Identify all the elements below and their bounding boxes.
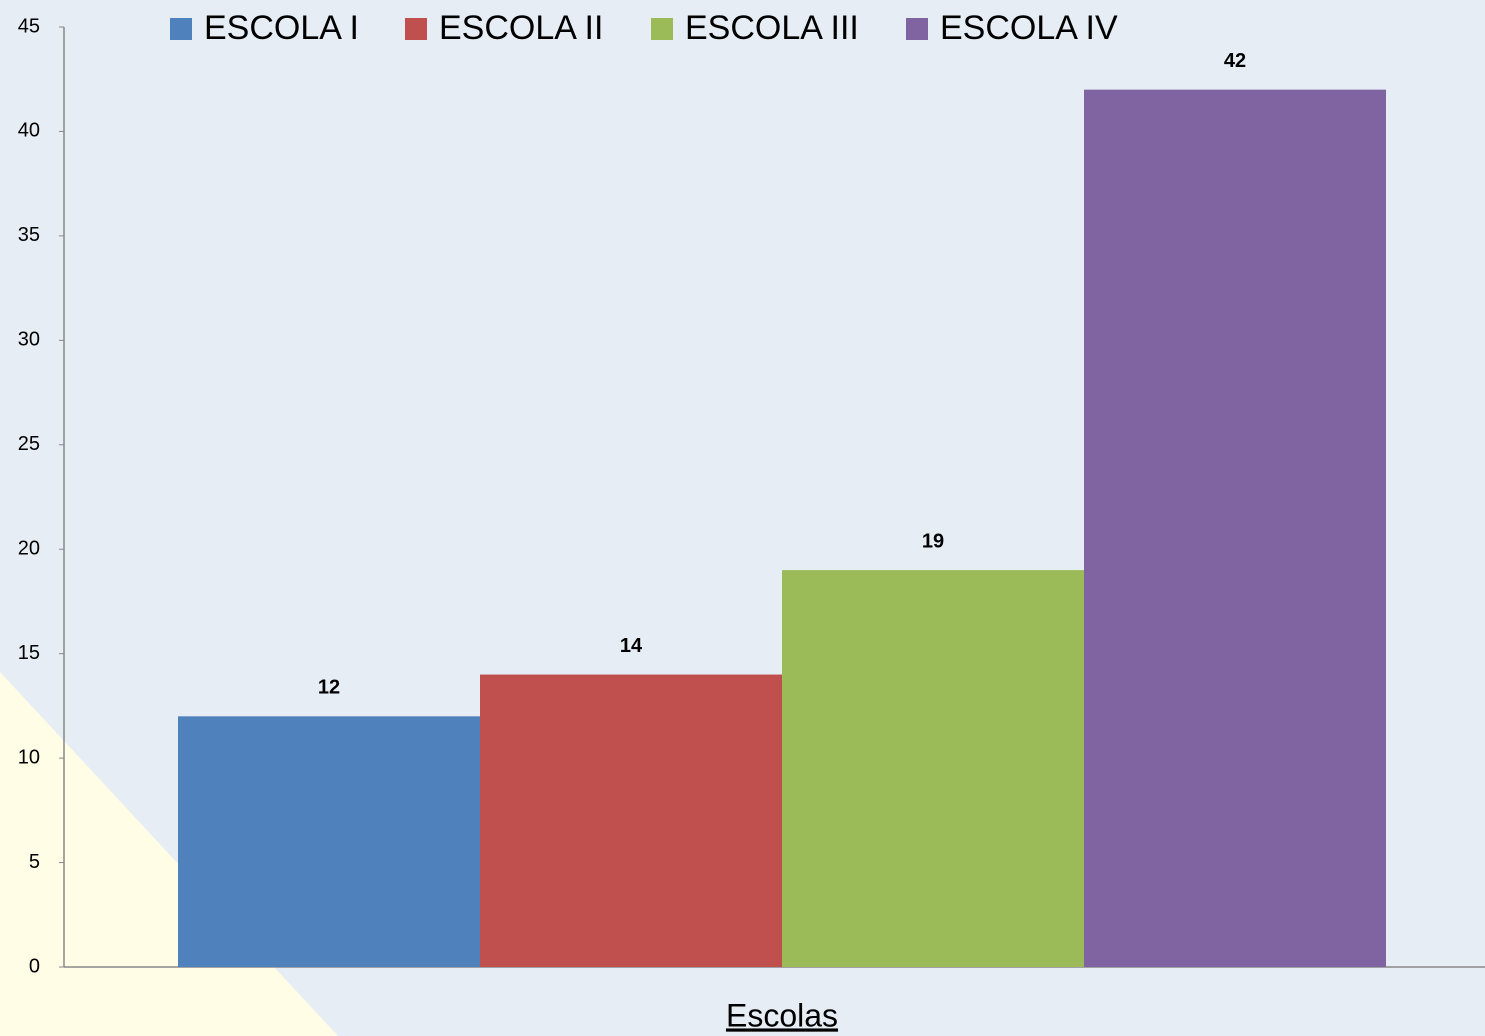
legend-label: ESCOLA I — [204, 9, 359, 47]
y-tick-label: 40 — [18, 120, 40, 142]
y-tick-label: 15 — [18, 642, 40, 664]
legend-swatch — [906, 18, 928, 40]
legend-swatch — [405, 18, 427, 40]
data-label: 12 — [318, 677, 340, 699]
legend-swatch — [170, 18, 192, 40]
legend-swatch — [651, 18, 673, 40]
y-tick-label: 45 — [18, 15, 40, 37]
y-tick-label: 25 — [18, 433, 40, 455]
y-tick-label: 35 — [18, 224, 40, 246]
bar — [178, 716, 480, 967]
data-label: 14 — [620, 635, 643, 657]
legend-label: ESCOLA III — [685, 9, 859, 47]
y-tick-label: 5 — [29, 851, 40, 873]
data-label: 19 — [922, 530, 944, 552]
x-tick-label: Escolas — [726, 997, 838, 1033]
data-label: 42 — [1224, 50, 1246, 72]
bar — [480, 674, 782, 967]
y-tick-label: 30 — [18, 329, 40, 351]
y-tick-label: 0 — [29, 955, 40, 977]
bar — [782, 570, 1084, 967]
y-tick-label: 20 — [18, 538, 40, 560]
y-tick-label: 10 — [18, 746, 40, 768]
legend-label: ESCOLA II — [439, 9, 603, 47]
bar — [1084, 89, 1386, 967]
legend-label: ESCOLA IV — [940, 9, 1118, 47]
